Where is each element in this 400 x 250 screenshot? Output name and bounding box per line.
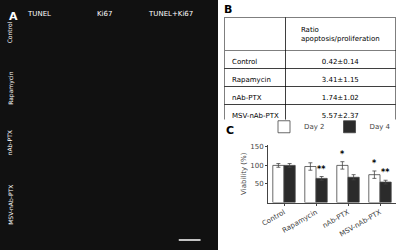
svg-text:*: *	[372, 159, 377, 168]
svg-text:1.74±1.02: 1.74±1.02	[322, 94, 359, 102]
svg-text:Control: Control	[261, 208, 287, 228]
svg-text:50: 50	[255, 180, 264, 188]
svg-text:Rapamycin: Rapamycin	[7, 71, 15, 105]
svg-text:3.41±1.15: 3.41±1.15	[322, 76, 359, 84]
svg-text:MSV-nAb-PTX: MSV-nAb-PTX	[338, 208, 383, 238]
svg-text:**: **	[317, 165, 326, 174]
svg-text:TUNEL+Ki67: TUNEL+Ki67	[148, 10, 193, 18]
svg-text:nAb-PTX: nAb-PTX	[321, 208, 351, 230]
svg-text:**: **	[381, 168, 390, 177]
svg-text:TUNEL: TUNEL	[27, 10, 51, 18]
svg-text:MSV-nAb-PTX: MSV-nAb-PTX	[7, 185, 14, 225]
svg-text:Day 4: Day 4	[370, 123, 391, 131]
svg-text:Control: Control	[6, 21, 13, 43]
svg-text:Rapamycin: Rapamycin	[281, 208, 319, 234]
svg-text:150: 150	[250, 143, 263, 151]
svg-text:B: B	[224, 3, 232, 16]
svg-text:C: C	[226, 124, 234, 137]
svg-text:Day 2: Day 2	[304, 123, 325, 131]
svg-text:nAb-PTX: nAb-PTX	[232, 94, 262, 102]
svg-text:5.57±2.37: 5.57±2.37	[322, 112, 359, 120]
svg-text:nAb-PTX: nAb-PTX	[6, 130, 13, 155]
svg-text:100: 100	[250, 162, 263, 170]
svg-text:Ratioapoptosis/proliferation: Ratioapoptosis/proliferation	[301, 26, 380, 43]
svg-text:Control: Control	[232, 58, 257, 66]
svg-text:A: A	[9, 10, 18, 23]
svg-text:MSV-nAb-PTX: MSV-nAb-PTX	[232, 112, 279, 120]
svg-text:Viability (%): Viability (%)	[240, 152, 248, 195]
svg-text:Ki67: Ki67	[97, 10, 112, 18]
svg-text:0.42±0.14: 0.42±0.14	[322, 58, 360, 66]
svg-text:*: *	[340, 150, 345, 159]
svg-text:Rapamycin: Rapamycin	[232, 76, 271, 84]
